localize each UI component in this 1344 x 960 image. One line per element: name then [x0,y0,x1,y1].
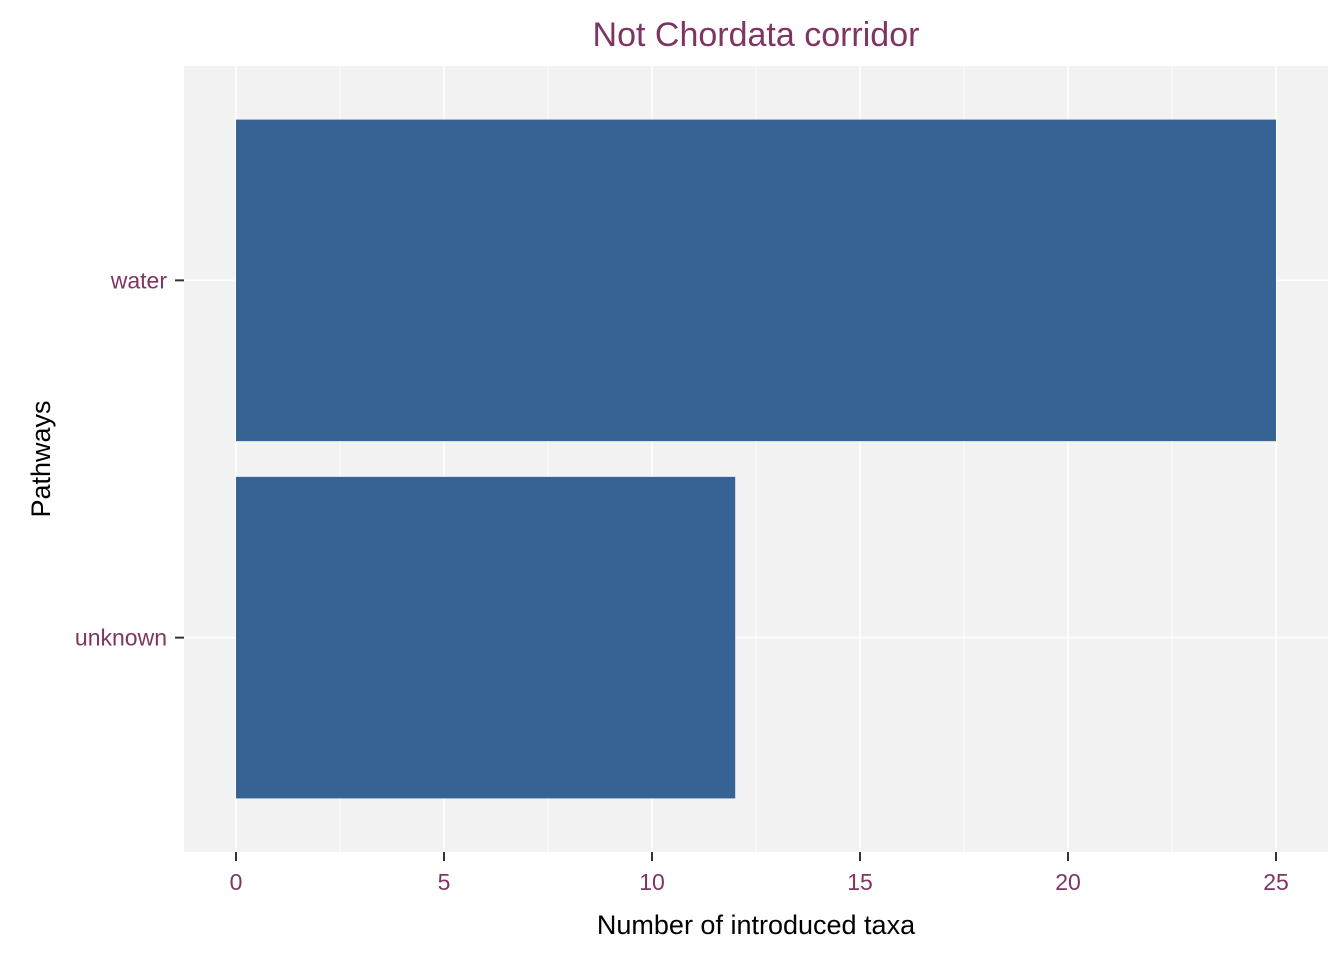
x-tick-label: 20 [1055,869,1081,895]
x-tick-label: 10 [639,869,665,895]
y-tick-label: water [110,267,168,293]
x-axis: 0 5 10 15 20 25 [230,852,1289,895]
bar-unknown [236,476,736,799]
y-tick-label: unknown [75,625,167,651]
x-tick-label: 0 [230,869,243,895]
x-tick-label: 25 [1263,869,1289,895]
x-axis-title: Number of introduced taxa [597,910,916,940]
chart-title: Not Chordata corridor [593,16,920,54]
bars [236,119,1276,799]
x-tick-label: 5 [438,869,451,895]
y-axis-title: Pathways [26,400,56,517]
x-tick-label: 15 [847,869,873,895]
bar-water [236,119,1276,442]
y-axis: water unknown [75,267,184,651]
